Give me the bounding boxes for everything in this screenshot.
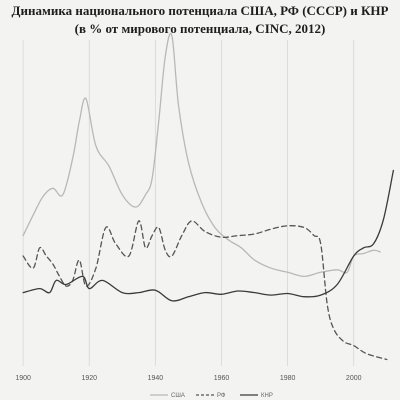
x-tick-label-1920: 1920 [81, 375, 97, 382]
series-line-0 [22, 33, 381, 278]
x-tick-label-1960: 1960 [214, 375, 230, 382]
x-tick-label-2000: 2000 [346, 375, 362, 382]
series-lines [22, 33, 395, 361]
series-line-1 [22, 220, 388, 361]
series-line-2 [22, 169, 395, 302]
legend: США РФ КНР [150, 393, 273, 399]
x-axis-ticks: 1900 1920 1940 1960 1980 2000 [15, 375, 361, 382]
x-tick-label-1940: 1940 [148, 375, 164, 382]
legend-label-0: США [171, 393, 185, 399]
x-tick-label-1980: 1980 [280, 375, 296, 382]
legend-label-1: РФ [217, 393, 226, 399]
chart-subtitle: (в % от мирового потенциала, CINC, 2012) [74, 21, 326, 36]
x-tick-label-1900: 1900 [15, 375, 31, 382]
legend-label-2: КНР [261, 393, 273, 399]
chart-title: Динамика национального потенциала США, Р… [11, 3, 389, 18]
grid-lines [22, 40, 355, 366]
